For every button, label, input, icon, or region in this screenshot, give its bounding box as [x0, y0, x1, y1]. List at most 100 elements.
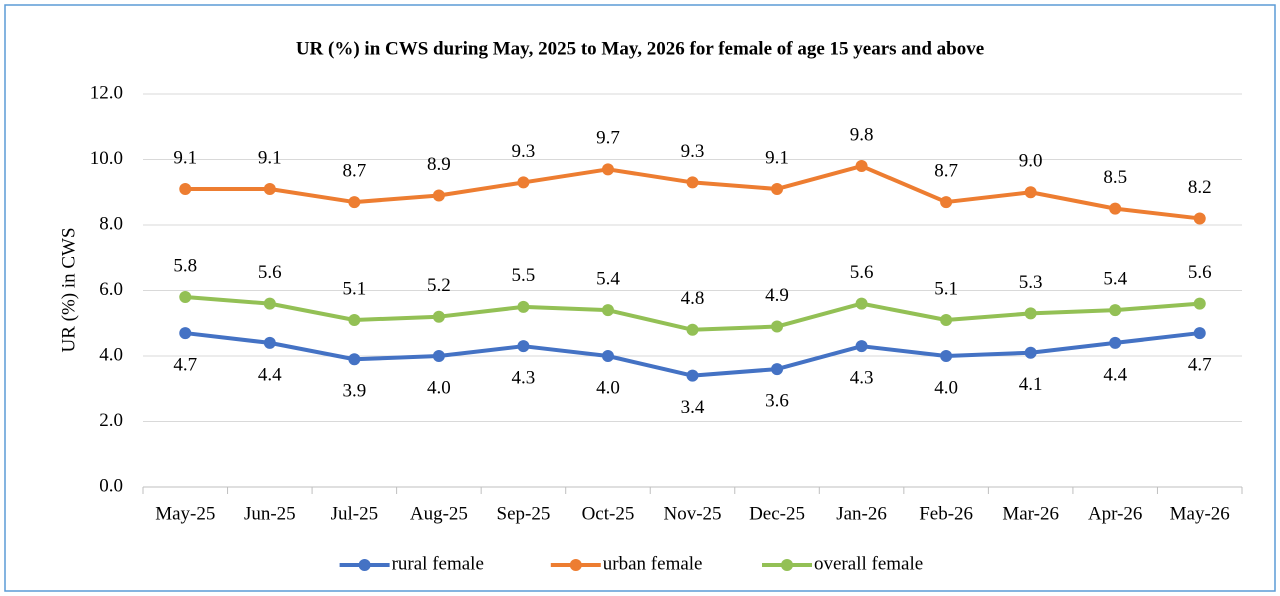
data-label: 4.7 [1188, 354, 1212, 375]
x-tick-label: Nov-25 [663, 503, 721, 524]
data-point [432, 189, 445, 202]
data-label: 5.1 [934, 278, 958, 299]
data-point [601, 350, 614, 362]
data-label: 5.4 [1103, 269, 1127, 290]
data-point [855, 160, 868, 173]
data-point [1109, 336, 1122, 349]
data-label: 5.6 [1188, 262, 1212, 283]
data-point [517, 176, 530, 189]
data-label: 4.8 [681, 288, 705, 309]
data-point [1024, 307, 1037, 320]
data-point [771, 363, 784, 376]
data-point [348, 313, 361, 326]
data-point [179, 327, 192, 340]
data-label: 5.6 [850, 262, 874, 283]
x-tick-label: Mar-26 [1002, 503, 1059, 524]
data-label: 9.8 [850, 124, 874, 145]
legend-marker [358, 559, 371, 571]
data-label: 3.9 [342, 381, 366, 402]
y-tick-label: 12.0 [90, 82, 123, 103]
data-label: 3.6 [765, 390, 789, 411]
data-label: 5.1 [342, 278, 366, 299]
data-point [517, 340, 530, 353]
data-point [940, 350, 953, 362]
data-point [686, 323, 699, 336]
data-point [771, 320, 784, 333]
data-point [1109, 202, 1122, 215]
y-tick-label: 2.0 [99, 410, 123, 431]
data-point [855, 340, 868, 353]
x-tick-label: Jan-26 [836, 503, 887, 524]
legend-label: rural female [392, 553, 484, 574]
data-label: 4.3 [850, 368, 874, 389]
data-point [348, 353, 361, 366]
data-point [179, 291, 192, 304]
data-label: 8.7 [934, 160, 958, 181]
y-tick-label: 8.0 [99, 213, 123, 234]
data-label: 4.4 [258, 364, 282, 385]
data-point [432, 310, 445, 323]
data-label: 3.4 [681, 397, 705, 418]
data-point [517, 300, 530, 313]
data-point [601, 163, 614, 176]
data-label: 9.1 [258, 147, 282, 168]
x-tick-label: Oct-25 [582, 503, 635, 524]
data-label: 5.6 [258, 262, 282, 283]
x-tick-label: May-26 [1170, 503, 1230, 524]
data-point [1193, 212, 1206, 225]
x-tick-label: Apr-26 [1088, 503, 1143, 524]
x-tick-label: Jul-25 [331, 503, 379, 524]
data-label: 9.3 [681, 141, 705, 162]
x-tick-label: Dec-25 [749, 503, 805, 524]
legend-label: urban female [603, 553, 703, 574]
x-tick-label: Sep-25 [497, 503, 551, 524]
data-point [1109, 304, 1122, 317]
data-point [263, 297, 276, 310]
data-label: 8.7 [342, 160, 366, 181]
data-point [686, 369, 699, 382]
x-tick-label: May-25 [155, 503, 215, 524]
data-point [940, 196, 953, 209]
data-label: 5.4 [596, 269, 620, 290]
data-label: 8.5 [1103, 167, 1127, 188]
data-label: 9.3 [512, 141, 536, 162]
data-label: 4.0 [596, 377, 620, 398]
data-label: 9.7 [596, 128, 620, 149]
x-tick-label: Jun-25 [244, 503, 296, 524]
chart-title: UR (%) in CWS during May, 2025 to May, 2… [296, 38, 984, 59]
y-tick-label: 10.0 [90, 148, 123, 169]
data-point [686, 176, 699, 189]
data-point [1024, 186, 1037, 199]
x-tick-label: Aug-25 [410, 503, 468, 524]
data-point [432, 350, 445, 362]
data-label: 4.0 [934, 377, 958, 398]
data-label: 5.5 [512, 265, 536, 286]
y-axis-label: UR (%) in CWS [58, 227, 79, 352]
legend-label: overall female [814, 553, 923, 574]
data-point [263, 182, 276, 195]
data-label: 4.7 [173, 354, 197, 375]
data-label: 4.4 [1103, 364, 1127, 385]
data-label: 9.0 [1019, 151, 1043, 172]
y-tick-label: 4.0 [99, 344, 123, 365]
data-label: 4.0 [427, 377, 451, 398]
y-tick-label: 0.0 [99, 475, 123, 496]
data-point [1193, 297, 1206, 310]
data-point [263, 336, 276, 349]
data-label: 8.2 [1188, 177, 1212, 198]
y-tick-label: 6.0 [99, 279, 123, 300]
data-point [601, 304, 614, 317]
data-label: 5.2 [427, 275, 451, 296]
data-point [771, 182, 784, 195]
data-point [855, 297, 868, 310]
data-label: 5.8 [173, 255, 197, 276]
data-label: 4.1 [1019, 374, 1043, 395]
data-point [1024, 346, 1037, 359]
legend-marker [781, 559, 793, 571]
data-label: 4.9 [765, 285, 789, 306]
data-point [940, 313, 953, 326]
data-label: 9.1 [765, 147, 789, 168]
data-point [179, 182, 192, 195]
